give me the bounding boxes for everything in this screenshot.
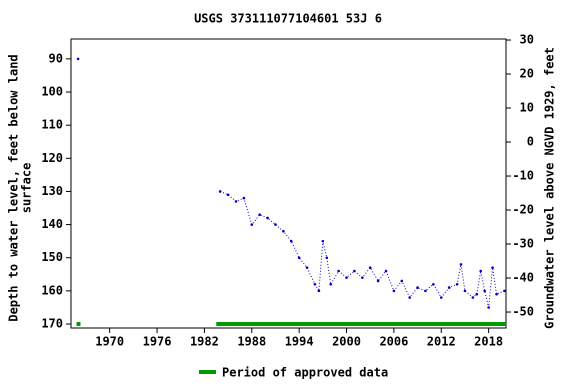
data-point: [258, 213, 261, 216]
data-point: [274, 223, 277, 226]
data-point: [317, 289, 321, 293]
chart-title: USGS 373111077104601 53J 6: [194, 12, 382, 26]
y-tick-label: 140: [41, 217, 63, 231]
data-point: [325, 256, 329, 260]
data-point: [400, 279, 404, 283]
y-tick-label: 90: [49, 51, 63, 65]
data-point: [305, 266, 309, 269]
y2-tick-label: -20: [512, 203, 534, 217]
data-point: [455, 282, 459, 286]
data-point: [321, 239, 325, 243]
approved-period: [216, 322, 506, 326]
data-point: [495, 292, 498, 296]
y-tick-label: 170: [41, 317, 63, 331]
data-point: [432, 282, 435, 286]
y-axis-label: surface: [20, 163, 34, 214]
data-point: [491, 266, 494, 269]
data-point: [337, 269, 340, 273]
data-point: [392, 289, 396, 293]
x-tick-label: 2006: [379, 335, 408, 349]
y2-tick-label: 20: [520, 67, 534, 81]
y2-tick-label: -40: [512, 271, 534, 285]
x-tick-label: 2012: [427, 335, 456, 349]
data-point: [479, 269, 483, 273]
data-point: [282, 229, 285, 233]
y-tick-label: 120: [41, 151, 63, 165]
data-point: [234, 200, 238, 203]
x-tick-label: 2000: [332, 335, 361, 349]
data-point: [226, 193, 230, 197]
data-point: [368, 266, 372, 269]
data-point: [345, 276, 348, 279]
data-point: [289, 239, 293, 243]
x-tick-label: 1994: [285, 335, 314, 349]
data-point: [439, 296, 443, 299]
y-tick-label: 130: [41, 184, 63, 198]
legend-label: Period of approved data: [222, 366, 388, 380]
data-point: [242, 196, 246, 200]
data-point: [376, 279, 380, 283]
y-tick-label: 150: [41, 250, 63, 264]
data-point: [353, 269, 356, 273]
y-tick-label: 100: [41, 85, 63, 99]
y2-tick-label: -10: [512, 169, 534, 183]
data-point: [483, 289, 486, 293]
y2-tick-label: 10: [520, 101, 534, 115]
data-point: [408, 296, 411, 299]
x-tick-label: 1988: [237, 335, 266, 349]
plot-frame: [70, 38, 507, 329]
series-line: [220, 190, 505, 308]
data-point: [463, 289, 467, 293]
y-axis-label: Depth to water level, feet below land: [7, 54, 21, 321]
x-tick-label: 1976: [143, 335, 172, 349]
data-point: [487, 306, 490, 309]
data-point: [297, 256, 301, 260]
data-point: [266, 216, 269, 220]
y-tick-label: 160: [41, 283, 63, 297]
data-point: [329, 282, 333, 286]
approved-period: [76, 322, 81, 326]
data-point: [471, 296, 475, 299]
data-point: [424, 289, 427, 293]
data-point: [313, 282, 317, 286]
data-point: [218, 190, 222, 193]
y2-tick-label: -50: [512, 305, 534, 319]
data-point: [76, 57, 80, 61]
data-point: [416, 286, 419, 289]
y2-tick-label: 30: [520, 33, 534, 47]
data-point: [250, 223, 254, 226]
data-point: [361, 276, 364, 279]
y2-axis-label: Groundwater level above NGVD 1929, feet: [543, 47, 557, 329]
x-tick-label: 2018: [474, 335, 503, 349]
y2-tick-label: 0: [527, 135, 534, 149]
x-tick-label: 1982: [190, 335, 219, 349]
y-tick-label: 110: [41, 118, 63, 132]
x-tick-label: 1970: [95, 335, 124, 349]
data-point: [459, 263, 463, 266]
data-point: [475, 292, 479, 296]
data-point: [503, 289, 506, 293]
data-point: [447, 286, 451, 289]
y2-tick-label: -30: [512, 237, 534, 251]
data-point: [384, 269, 388, 273]
